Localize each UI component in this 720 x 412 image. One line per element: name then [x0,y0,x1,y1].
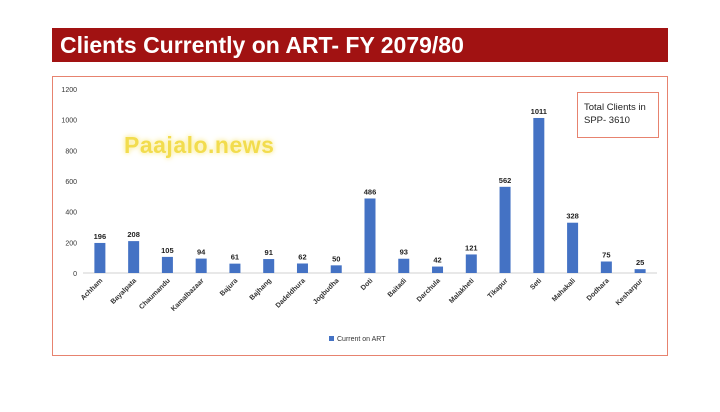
y-tick-label: 400 [65,210,77,217]
y-tick-label: 0 [73,271,77,278]
bar [600,261,612,273]
data-label: 105 [161,246,174,255]
bar [499,186,511,273]
data-label: 121 [465,243,478,252]
x-tick-label: Darchula [416,277,442,303]
data-label: 91 [265,248,273,257]
data-label: 75 [602,251,610,260]
legend-swatch [329,336,334,341]
data-label: 94 [197,248,206,257]
bar [195,258,207,273]
data-label: 562 [499,176,512,185]
x-tick-label: Bajhang [249,277,273,301]
bar [229,263,241,273]
data-label: 1011 [531,107,547,116]
bar [263,259,275,273]
bar [398,258,410,273]
x-tick-label: Seti [529,277,543,291]
bar [296,263,308,273]
bar [567,222,579,273]
x-tick-label: Dodhara [586,277,611,302]
data-label: 486 [364,187,377,196]
data-label: 50 [332,254,340,263]
data-label: 208 [127,230,140,239]
data-label: 93 [400,248,408,257]
x-tick-label: Achham [80,277,104,301]
x-tick-label: Chaumandu [138,277,172,311]
x-tick-label: Mahakali [551,277,577,303]
x-tick-label: Bajura [219,277,239,297]
x-tick-label: Tikapur [487,277,510,300]
bar [94,242,106,273]
x-tick-label: Bayalpata [110,277,138,305]
bar [330,265,342,273]
slide-title: Clients Currently on ART- FY 2079/80 [52,28,668,62]
bar [128,241,140,273]
watermark-text: Paajalo.news [124,132,275,158]
legend-label: Current on ART [337,336,386,343]
x-tick-label: Baitadi [387,277,408,298]
x-tick-label: Dadeldhura [275,277,307,309]
y-tick-label: 1200 [61,87,77,94]
x-tick-label: Kamalbazaar [170,277,206,313]
bar [432,266,444,273]
x-tick-label: Doti [360,277,375,292]
y-tick-label: 800 [65,148,77,155]
bar [533,117,545,273]
data-label: 25 [636,258,644,267]
data-label: 196 [94,232,107,241]
y-tick-label: 200 [65,240,77,247]
bar [634,269,646,273]
bar [364,198,376,273]
bar [161,256,173,273]
data-label: 61 [231,253,239,262]
bar [465,254,477,273]
y-tick-label: 600 [65,179,77,186]
data-label: 62 [298,252,306,261]
chart-frame: 0 200 400 600 800 1000 1200 196 Achham 208 Bayalpa… [52,76,668,356]
x-tick-label: Malakheti [448,277,476,305]
data-label: 328 [566,212,579,221]
data-label: 42 [433,256,441,265]
y-tick-label: 1000 [61,118,77,125]
x-tick-label: Kesharpur [615,277,645,307]
total-clients-box: Total Clients in SPP- 3610 [577,92,659,138]
x-tick-label: Jogbudha [312,277,341,306]
bar-chart: 0 200 400 600 800 1000 1200 196 Achham 208 Bayalpa… [61,87,657,343]
